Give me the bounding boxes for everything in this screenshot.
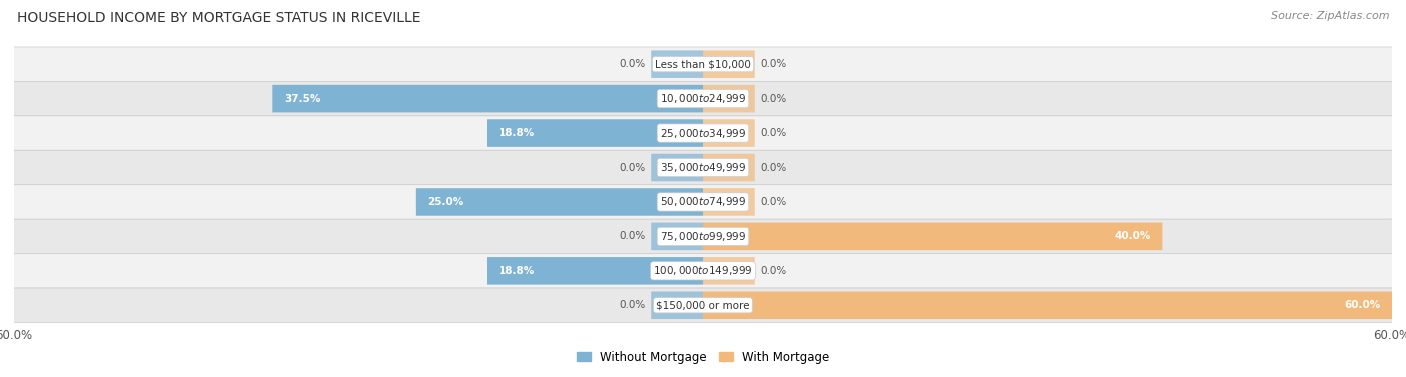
Text: 37.5%: 37.5% (284, 93, 321, 104)
Text: 0.0%: 0.0% (619, 59, 645, 69)
FancyBboxPatch shape (703, 85, 755, 112)
FancyBboxPatch shape (14, 150, 1392, 185)
Text: 0.0%: 0.0% (619, 162, 645, 173)
Text: 0.0%: 0.0% (761, 266, 787, 276)
Legend: Without Mortgage, With Mortgage: Without Mortgage, With Mortgage (572, 346, 834, 369)
Text: 40.0%: 40.0% (1115, 231, 1152, 241)
FancyBboxPatch shape (14, 219, 1392, 254)
FancyBboxPatch shape (703, 257, 755, 285)
FancyBboxPatch shape (703, 222, 1163, 250)
FancyBboxPatch shape (703, 154, 755, 181)
Text: $25,000 to $34,999: $25,000 to $34,999 (659, 127, 747, 139)
FancyBboxPatch shape (14, 288, 1392, 322)
Text: 0.0%: 0.0% (619, 231, 645, 241)
Text: 18.8%: 18.8% (499, 266, 534, 276)
FancyBboxPatch shape (651, 51, 703, 78)
Text: 18.8%: 18.8% (499, 128, 534, 138)
Text: 0.0%: 0.0% (761, 59, 787, 69)
FancyBboxPatch shape (486, 257, 703, 285)
Text: 0.0%: 0.0% (761, 93, 787, 104)
Text: $150,000 or more: $150,000 or more (657, 300, 749, 310)
FancyBboxPatch shape (703, 291, 1392, 319)
Text: $10,000 to $24,999: $10,000 to $24,999 (659, 92, 747, 105)
FancyBboxPatch shape (273, 85, 703, 112)
FancyBboxPatch shape (14, 47, 1392, 81)
Text: $75,000 to $99,999: $75,000 to $99,999 (659, 230, 747, 243)
Text: 0.0%: 0.0% (761, 128, 787, 138)
FancyBboxPatch shape (416, 188, 703, 216)
Text: $100,000 to $149,999: $100,000 to $149,999 (654, 264, 752, 277)
FancyBboxPatch shape (651, 222, 703, 250)
Text: Less than $10,000: Less than $10,000 (655, 59, 751, 69)
Text: 25.0%: 25.0% (427, 197, 464, 207)
FancyBboxPatch shape (703, 51, 755, 78)
Text: Source: ZipAtlas.com: Source: ZipAtlas.com (1271, 11, 1389, 21)
FancyBboxPatch shape (703, 188, 755, 216)
FancyBboxPatch shape (14, 116, 1392, 150)
Text: $50,000 to $74,999: $50,000 to $74,999 (659, 195, 747, 208)
Text: 60.0%: 60.0% (1344, 300, 1381, 310)
FancyBboxPatch shape (14, 254, 1392, 288)
Text: 0.0%: 0.0% (619, 300, 645, 310)
Text: HOUSEHOLD INCOME BY MORTGAGE STATUS IN RICEVILLE: HOUSEHOLD INCOME BY MORTGAGE STATUS IN R… (17, 11, 420, 25)
Text: 0.0%: 0.0% (761, 197, 787, 207)
FancyBboxPatch shape (651, 154, 703, 181)
Text: 0.0%: 0.0% (761, 162, 787, 173)
Text: $35,000 to $49,999: $35,000 to $49,999 (659, 161, 747, 174)
FancyBboxPatch shape (703, 119, 755, 147)
FancyBboxPatch shape (14, 81, 1392, 116)
FancyBboxPatch shape (14, 185, 1392, 219)
FancyBboxPatch shape (486, 119, 703, 147)
FancyBboxPatch shape (651, 291, 703, 319)
